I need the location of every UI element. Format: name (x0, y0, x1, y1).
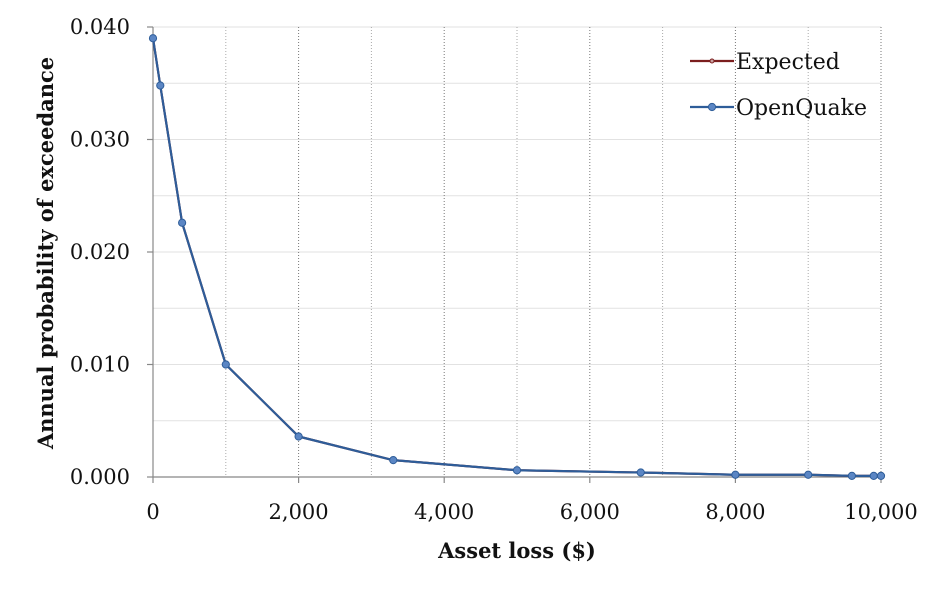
data-point (512, 466, 522, 475)
data-series (148, 34, 886, 480)
data-point (156, 81, 165, 90)
y-tick-label: 0.000 (70, 465, 130, 489)
x-tick-label: 8,000 (705, 500, 765, 524)
legend-label: Expected (736, 50, 840, 75)
x-axis-title: Asset loss ($) (437, 538, 596, 563)
data-point (221, 360, 230, 369)
y-tick-label: 0.030 (70, 128, 130, 152)
data-point (389, 456, 398, 465)
legend-item-openquake: OpenQuake (690, 96, 867, 121)
data-point (876, 471, 886, 480)
data-point (294, 432, 303, 441)
legend-swatch-marker (709, 58, 715, 64)
y-tick-label: 0.040 (70, 15, 130, 39)
y-tick-label: 0.020 (70, 240, 130, 264)
grid-lines (153, 26, 882, 477)
data-point (847, 471, 856, 480)
data-point (869, 471, 878, 480)
y-tick-label: 0.010 (70, 353, 130, 377)
legend: Expected OpenQuake (690, 50, 867, 121)
x-tick-label: 6,000 (560, 500, 620, 524)
series-openquake (148, 34, 886, 480)
x-tick-label: 10,000 (844, 500, 917, 524)
legend-label: OpenQuake (736, 96, 867, 121)
data-point (731, 470, 740, 479)
x-tick-label: 0 (146, 500, 159, 524)
x-tick-label: 4,000 (414, 500, 474, 524)
data-point (804, 470, 813, 479)
data-point (178, 218, 187, 227)
x-tick-label: 2,000 (269, 500, 329, 524)
legend-item-expected: Expected (690, 50, 840, 75)
axes (147, 26, 882, 483)
data-point (148, 34, 158, 43)
y-axis-title: Annual probability of exceedance (33, 57, 58, 450)
tick-labels: 0.000 0.010 0.020 0.030 0.040 0 2,000 4,000 6,00… (70, 15, 918, 524)
data-point (636, 468, 645, 477)
legend-swatch-marker (707, 102, 717, 112)
